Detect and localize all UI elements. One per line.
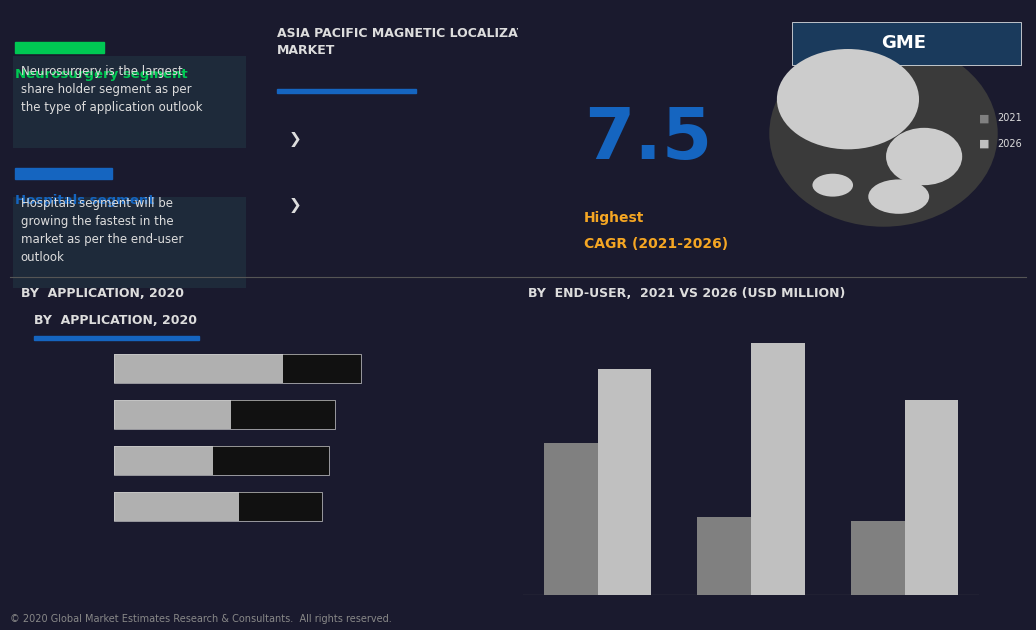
Bar xyxy=(751,343,805,595)
FancyBboxPatch shape xyxy=(114,446,212,474)
Text: ASIA PACIFIC MAGNETIC LOCALIZATION SYSTEM
MARKET: ASIA PACIFIC MAGNETIC LOCALIZATION SYSTE… xyxy=(277,28,611,57)
Bar xyxy=(598,369,652,595)
Text: BY  APPLICATION, 2020: BY APPLICATION, 2020 xyxy=(21,287,183,300)
Ellipse shape xyxy=(886,128,962,185)
Ellipse shape xyxy=(770,40,998,227)
Text: BY  APPLICATION, 2020: BY APPLICATION, 2020 xyxy=(34,314,197,327)
FancyBboxPatch shape xyxy=(16,42,105,54)
FancyBboxPatch shape xyxy=(212,446,329,474)
FancyBboxPatch shape xyxy=(114,492,238,520)
Text: ■: ■ xyxy=(979,113,989,123)
FancyBboxPatch shape xyxy=(16,168,112,180)
Text: Hospitals segment: Hospitals segment xyxy=(16,194,155,207)
Text: BY  END-USER,  2021 VS 2026 (USD MILLION): BY END-USER, 2021 VS 2026 (USD MILLION) xyxy=(528,287,845,300)
Ellipse shape xyxy=(868,180,929,214)
Text: ❯: ❯ xyxy=(288,198,301,213)
FancyBboxPatch shape xyxy=(12,197,247,289)
Text: 7.5: 7.5 xyxy=(584,105,712,174)
Text: GME: GME xyxy=(882,34,926,52)
Text: CAGR (2021-2026): CAGR (2021-2026) xyxy=(584,237,728,251)
FancyBboxPatch shape xyxy=(793,22,1020,65)
FancyBboxPatch shape xyxy=(114,400,231,429)
Text: ❯: ❯ xyxy=(288,132,301,147)
Bar xyxy=(544,444,598,595)
Bar xyxy=(697,517,751,595)
FancyBboxPatch shape xyxy=(238,492,321,520)
Text: Neurosurgery segment: Neurosurgery segment xyxy=(16,67,189,81)
FancyBboxPatch shape xyxy=(283,354,361,383)
Bar xyxy=(851,522,904,595)
Text: 2026: 2026 xyxy=(998,139,1023,149)
FancyBboxPatch shape xyxy=(12,56,247,148)
Text: © 2020 Global Market Estimates Research & Consultants.  All rights reserved.: © 2020 Global Market Estimates Research … xyxy=(10,614,392,624)
FancyBboxPatch shape xyxy=(114,354,283,383)
Text: Highest: Highest xyxy=(584,211,644,225)
Ellipse shape xyxy=(777,49,919,149)
FancyBboxPatch shape xyxy=(231,400,335,429)
Text: ■: ■ xyxy=(979,139,989,149)
Text: 2021: 2021 xyxy=(998,113,1023,123)
FancyBboxPatch shape xyxy=(34,336,199,340)
Ellipse shape xyxy=(812,174,853,197)
Bar xyxy=(904,400,958,595)
FancyBboxPatch shape xyxy=(277,89,416,93)
Text: Neurosurgery is the largest
share holder segment as per
the type of application : Neurosurgery is the largest share holder… xyxy=(21,65,202,114)
Text: Hospitals segment will be
growing the fastest in the
market as per the end-user
: Hospitals segment will be growing the fa… xyxy=(21,197,183,263)
